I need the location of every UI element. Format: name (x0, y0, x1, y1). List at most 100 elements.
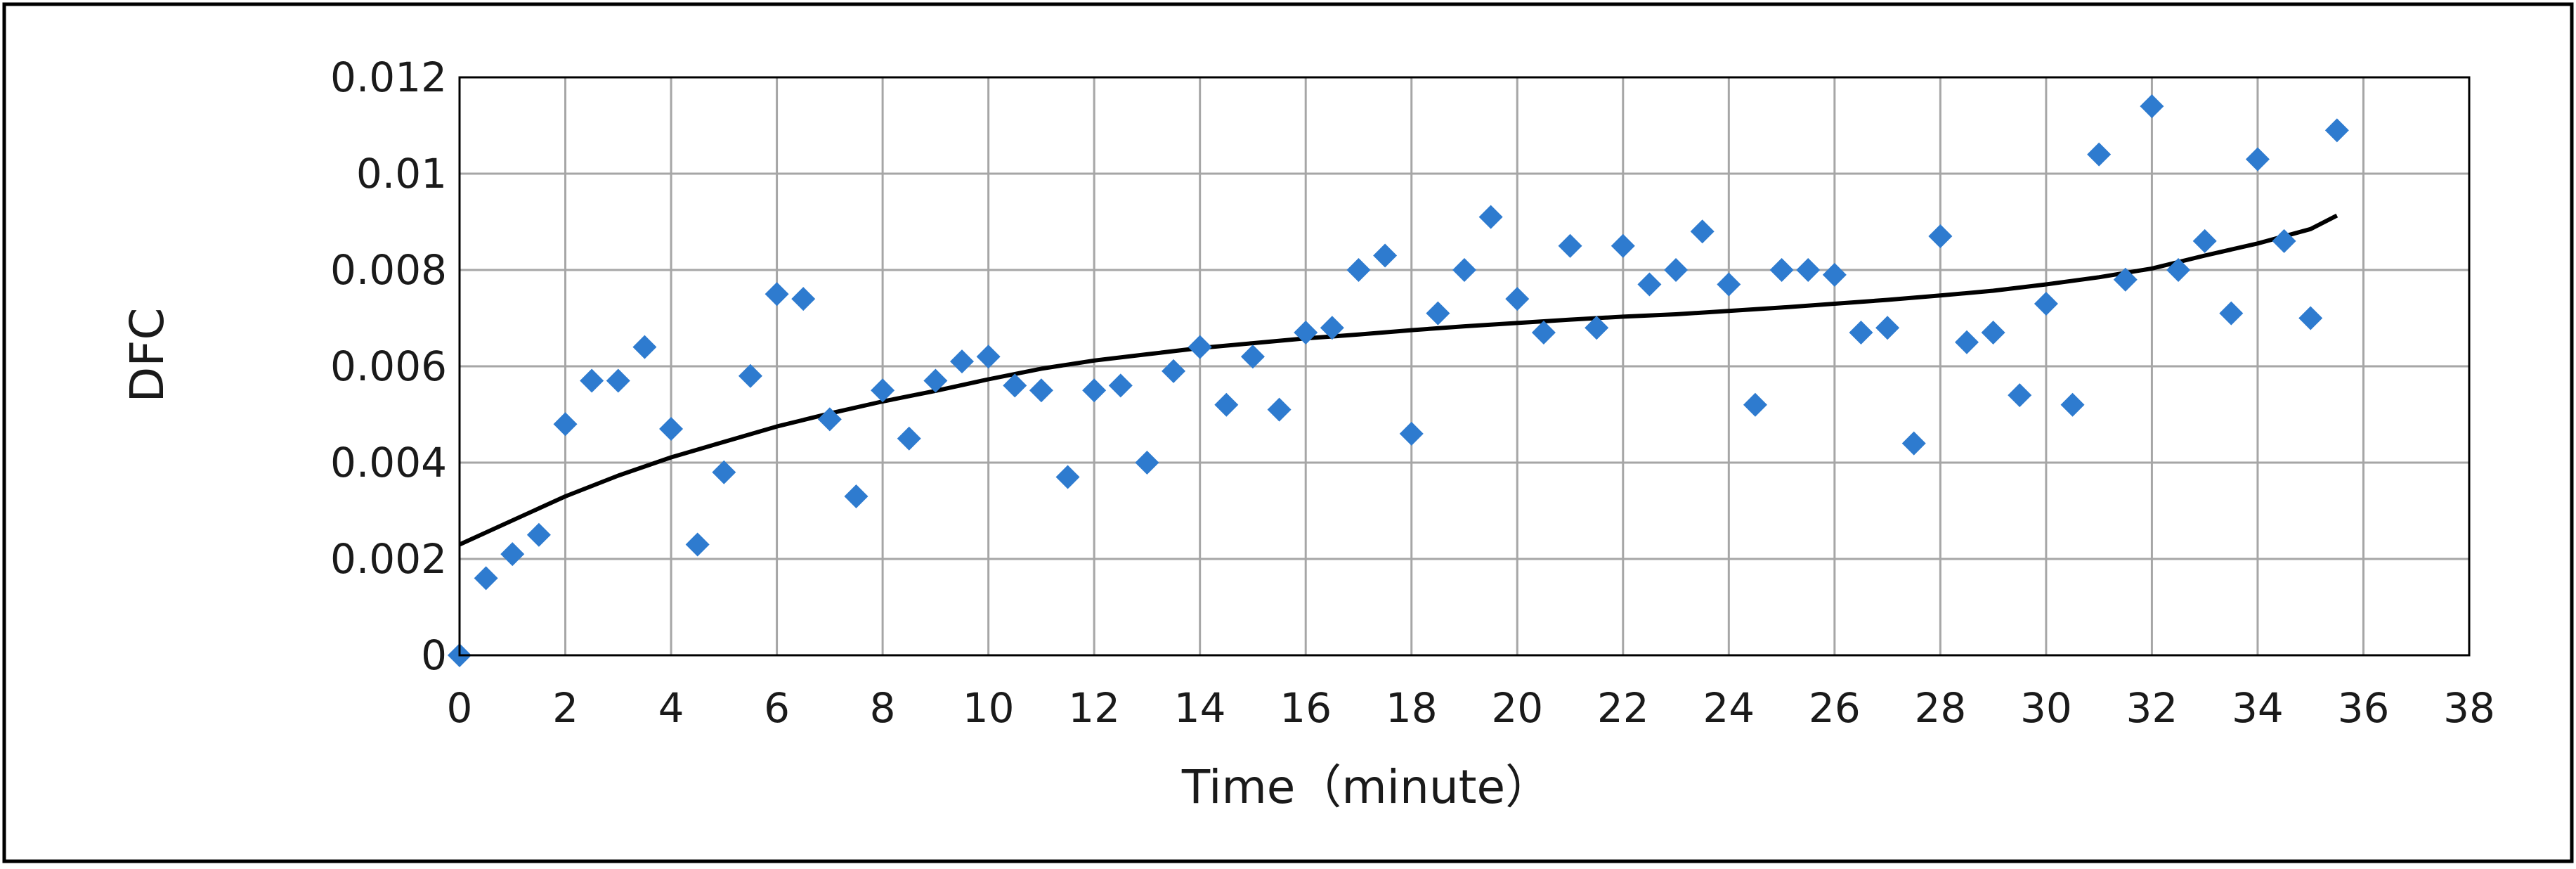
x-tick-label: 4 (658, 684, 684, 732)
y-tick-label: 0 (421, 631, 447, 679)
data-point (1690, 219, 1715, 244)
data-point (632, 335, 657, 359)
data-point (1664, 258, 1689, 282)
data-point (1240, 345, 1265, 369)
data-point (2272, 228, 2296, 253)
x-axis-title: Time（minute） (1181, 760, 1552, 814)
data-points (448, 94, 2349, 667)
data-point (2298, 306, 2323, 330)
data-point (474, 566, 498, 591)
data-point (1135, 451, 1159, 475)
data-point (1108, 373, 1133, 398)
data-point (1267, 397, 1292, 422)
x-tick-label: 20 (1491, 684, 1543, 732)
x-tick-label: 18 (1386, 684, 1438, 732)
x-tick-label: 16 (1280, 684, 1332, 732)
data-point (1585, 316, 1609, 340)
data-point (1531, 321, 1556, 345)
data-point (1955, 330, 1979, 354)
data-point (1003, 373, 1027, 398)
data-point (2087, 142, 2112, 167)
data-point (1373, 243, 1398, 268)
data-point (685, 532, 710, 557)
x-tick-label: 28 (1914, 684, 1966, 732)
y-tick-label: 0.002 (330, 535, 447, 583)
data-point (1743, 392, 1767, 417)
x-tick-label: 30 (2020, 684, 2072, 732)
data-point (2192, 228, 2217, 253)
data-point (1558, 233, 1582, 258)
plot-frame (458, 76, 2471, 657)
data-point (1320, 316, 1344, 340)
x-tick-label: 2 (552, 684, 578, 732)
data-point (1426, 301, 1450, 326)
x-tick-label: 22 (1597, 684, 1649, 732)
data-point (1188, 335, 1212, 359)
y-tick-labels: 0 0.002 0.004 0.006 0.008 0.01 0.012 (330, 53, 447, 679)
data-point (1796, 258, 1821, 282)
x-tick-label: 14 (1174, 684, 1226, 732)
y-tick-label: 0.008 (330, 246, 447, 294)
x-tick-label: 32 (2126, 684, 2178, 732)
x-tick-label: 24 (1703, 684, 1755, 732)
data-point (2166, 258, 2191, 282)
x-tick-label: 34 (2232, 684, 2284, 732)
data-point (1717, 272, 1741, 297)
data-point (1214, 392, 1239, 417)
y-tick-label: 0.01 (356, 150, 447, 198)
data-point (1294, 321, 1318, 345)
trendline (458, 213, 2338, 547)
data-point (1399, 421, 1424, 446)
data-point (1505, 287, 1530, 311)
x-tick-label: 12 (1068, 684, 1120, 732)
data-point (659, 417, 684, 442)
x-tick-label: 10 (963, 684, 1015, 732)
data-point (950, 349, 974, 374)
data-point (738, 363, 762, 388)
data-point (817, 407, 842, 432)
data-point (2219, 301, 2244, 326)
data-point (2113, 267, 2138, 292)
data-point (976, 345, 1001, 369)
x-tick-label: 26 (1809, 684, 1861, 732)
data-point (1901, 431, 1926, 456)
data-point (871, 378, 895, 403)
data-point (897, 426, 921, 451)
data-point (712, 460, 736, 484)
data-point (2034, 291, 2058, 316)
y-axis-title: DFC (120, 308, 174, 403)
data-point (1981, 321, 2005, 345)
x-tick-label: 6 (764, 684, 790, 732)
data-point (1637, 272, 1662, 297)
data-point (1769, 258, 1794, 282)
data-point (1055, 465, 1080, 489)
data-point (580, 368, 604, 393)
y-tick-label: 0.006 (330, 342, 447, 390)
data-point (1611, 233, 1635, 258)
data-point (844, 484, 869, 508)
data-point (2008, 383, 2032, 408)
y-tick-label: 0.004 (330, 439, 447, 487)
data-point (2060, 392, 2085, 417)
data-point (1875, 316, 1900, 340)
data-point (553, 412, 578, 437)
x-tick-label: 0 (447, 684, 473, 732)
x-tick-labels: 0 2 4 6 8 10 12 14 16 18 20 22 24 26 28 30 32 34 36 38 (447, 684, 2495, 732)
data-point (1346, 258, 1371, 282)
data-point (2245, 147, 2270, 172)
x-tick-label: 36 (2338, 684, 2390, 732)
data-point (2140, 94, 2164, 119)
data-point (500, 542, 525, 567)
data-point (1822, 262, 1847, 287)
data-point (1082, 378, 1107, 403)
data-point (1162, 359, 1186, 383)
trendline-layer (458, 213, 2338, 547)
y-tick-label: 0.012 (330, 53, 447, 101)
data-point (1478, 205, 1503, 229)
x-tick-label: 38 (2443, 684, 2495, 732)
data-point (606, 368, 630, 393)
data-point (1928, 224, 1953, 249)
data-point (791, 287, 816, 311)
data-point (1029, 378, 1053, 403)
